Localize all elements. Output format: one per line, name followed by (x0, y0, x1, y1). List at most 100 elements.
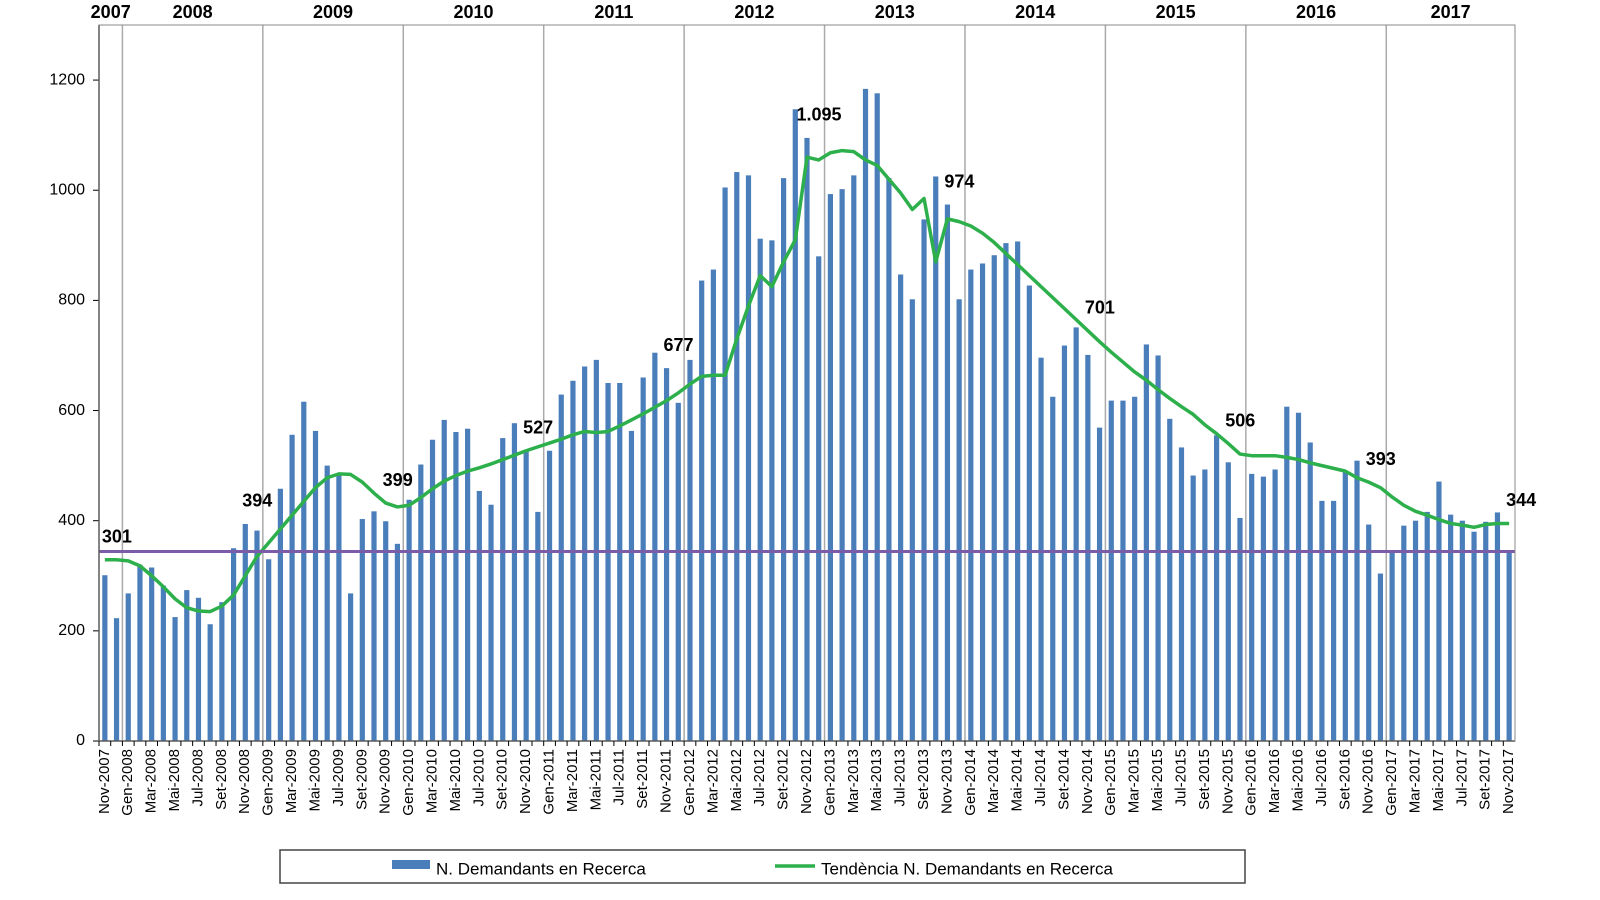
bar (1155, 355, 1161, 741)
x-tick-label: Set-2016 (1336, 749, 1353, 810)
bar (1377, 573, 1384, 741)
bar (1003, 243, 1009, 741)
x-tick-label: Mar-2013 (845, 749, 862, 813)
legend-label: Tendència N. Demandants en Recerca (821, 859, 1114, 878)
x-tick-label: Mar-2017 (1406, 749, 1423, 813)
bar (184, 590, 190, 741)
year-label: 2017 (1431, 2, 1471, 22)
x-tick-label: Gen-2012 (681, 749, 698, 816)
x-tick-label: Jul-2010 (470, 749, 487, 807)
bar (312, 430, 319, 741)
bar (219, 602, 225, 741)
trend-line (104, 148, 1510, 614)
x-tick-label: Gen-2009 (260, 749, 277, 816)
bar (1436, 481, 1442, 741)
data-label: 677 (664, 335, 694, 355)
x-tick-label: Set-2015 (1196, 749, 1213, 810)
bar (1424, 511, 1430, 741)
bar (816, 256, 822, 741)
year-label: 2014 (1015, 2, 1055, 22)
legend-swatch (392, 860, 430, 869)
year-label: 2007 (91, 2, 131, 22)
bar (1412, 520, 1419, 741)
bar (722, 187, 728, 741)
bar (933, 176, 939, 741)
y-tick-label: 1200 (49, 71, 85, 88)
bar (582, 366, 588, 741)
bar (1307, 442, 1313, 741)
bar (476, 490, 482, 741)
bar (710, 269, 716, 741)
bar (441, 419, 447, 741)
bar (605, 383, 611, 741)
x-tick-label: Mai-2016 (1289, 749, 1306, 812)
data-label: 974 (944, 171, 974, 191)
bar (675, 402, 681, 741)
bar (1108, 400, 1114, 741)
year-label: 2008 (173, 2, 213, 22)
bar (886, 178, 892, 742)
bar (535, 511, 541, 741)
x-tick-label: Mar-2016 (1266, 749, 1283, 813)
bar (418, 464, 424, 741)
bar (780, 178, 787, 742)
x-tick-label: Jul-2009 (330, 749, 347, 807)
bar (663, 368, 670, 741)
x-tick-label: Mar-2009 (283, 749, 300, 813)
x-tick-label: Nov-2010 (517, 749, 534, 814)
bar (827, 194, 834, 741)
x-tick-label: Mai-2008 (166, 749, 183, 812)
x-tick-label: Gen-2011 (541, 749, 558, 815)
bar (1401, 525, 1407, 741)
x-tick-label: Set-2014 (1055, 749, 1072, 810)
x-tick-label: Mai-2014 (1009, 749, 1026, 812)
bar (207, 624, 213, 741)
year-label: 2013 (875, 2, 915, 22)
x-tick-label: Jul-2013 (892, 749, 909, 807)
bar (242, 523, 248, 741)
y-tick-label: 200 (58, 622, 85, 639)
year-label: 2009 (313, 2, 353, 22)
x-tick-label: Mar-2014 (985, 749, 1002, 813)
x-tick-label: Nov-2008 (236, 749, 253, 814)
x-tick-label: Mai-2013 (868, 749, 885, 812)
bar (1249, 473, 1255, 741)
bar (1073, 327, 1079, 741)
bar (1143, 344, 1149, 741)
x-tick-label: Set-2008 (213, 749, 230, 810)
bar (839, 189, 845, 742)
bar (488, 504, 494, 741)
x-tick-label: Jul-2017 (1453, 749, 1470, 807)
bar (1506, 551, 1512, 741)
x-tick-label: Mai-2010 (447, 749, 464, 812)
bar (546, 450, 553, 741)
bar (909, 299, 915, 741)
x-tick-label: Mai-2015 (1149, 749, 1166, 812)
x-tick-label: Nov-2017 (1500, 749, 1517, 814)
bar (1132, 396, 1138, 741)
x-tick-label: Mar-2012 (704, 749, 721, 813)
bar (991, 255, 997, 741)
x-tick-label: Nov-2011 (658, 749, 675, 813)
data-label: 1.095 (796, 105, 841, 125)
bar (1237, 517, 1243, 741)
bar (617, 383, 623, 741)
data-label: 399 (383, 470, 413, 490)
x-tick-label: Nov-2012 (798, 749, 815, 814)
bar (898, 274, 904, 741)
bar (511, 423, 518, 741)
x-tick-label: Mar-2015 (1126, 749, 1143, 813)
x-tick-label: Gen-2013 (821, 749, 838, 816)
x-tick-label: Set-2011 (634, 749, 651, 809)
bar (371, 511, 377, 741)
bar (1225, 462, 1231, 741)
x-tick-label: Nov-2007 (96, 749, 113, 814)
x-tick-label: Mai-2017 (1430, 749, 1447, 812)
y-tick-label: 1000 (49, 181, 85, 198)
bar (652, 352, 658, 741)
x-tick-label: Nov-2013 (938, 749, 955, 814)
bar (1295, 412, 1302, 741)
bar (1061, 345, 1068, 741)
x-tick-label: Jul-2012 (751, 749, 768, 807)
bar (500, 438, 506, 741)
